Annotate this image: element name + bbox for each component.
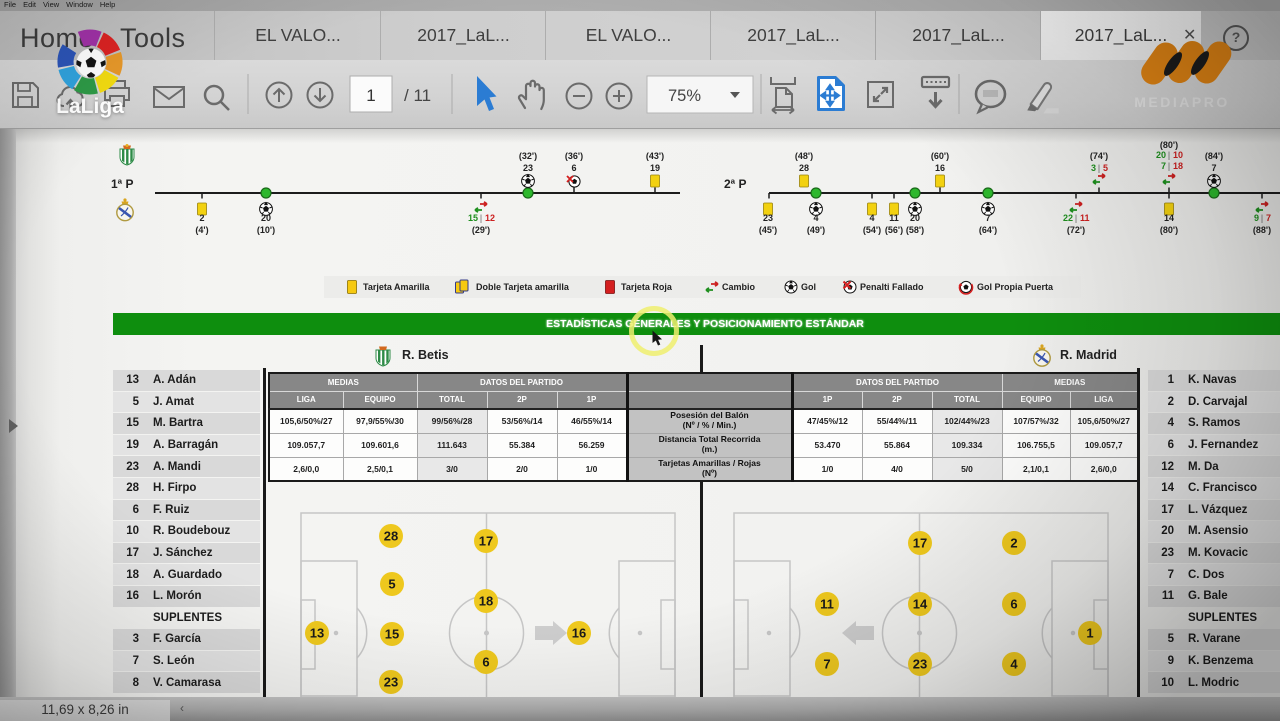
svg-text:2: 2 <box>1010 536 1017 551</box>
svg-text:7: 7 <box>1211 163 1216 173</box>
svg-text:17: 17 <box>479 534 493 549</box>
svg-text:7: 7 <box>985 213 990 223</box>
svg-text:4: 4 <box>1010 657 1018 672</box>
svg-text:2: 2 <box>199 213 204 223</box>
svg-text:|: | <box>1168 161 1171 171</box>
svg-text:23: 23 <box>913 657 927 672</box>
svg-text:22: 22 <box>1063 213 1073 223</box>
svg-text:20: 20 <box>1156 150 1166 160</box>
svg-text:4: 4 <box>869 213 874 223</box>
svg-text:(43'): (43') <box>646 151 664 161</box>
svg-text:2ª P: 2ª P <box>724 177 746 191</box>
svg-text:15: 15 <box>385 627 399 642</box>
svg-text:LaLiga: LaLiga <box>56 95 124 118</box>
svg-text:23: 23 <box>523 163 533 173</box>
svg-text:(60'): (60') <box>931 151 949 161</box>
svg-text:(64'): (64') <box>979 225 997 235</box>
svg-text:14: 14 <box>1164 213 1174 223</box>
svg-text:18: 18 <box>1173 161 1183 171</box>
svg-text:(49'): (49') <box>807 225 825 235</box>
svg-text:11: 11 <box>889 213 899 223</box>
svg-text:11: 11 <box>1080 213 1090 223</box>
svg-text:5: 5 <box>388 577 395 592</box>
svg-text:1: 1 <box>1086 626 1093 641</box>
svg-text:13: 13 <box>310 626 324 641</box>
svg-text:23: 23 <box>384 675 398 690</box>
svg-text:4: 4 <box>813 213 818 223</box>
svg-text:18: 18 <box>479 594 493 609</box>
svg-text:15: 15 <box>468 213 478 223</box>
svg-text:(4'): (4') <box>195 225 208 235</box>
svg-text:(10'): (10') <box>257 225 275 235</box>
svg-text:|: | <box>1261 213 1264 223</box>
svg-text:MEDIAPRO: MEDIAPRO <box>1134 94 1229 110</box>
svg-text:(36'): (36') <box>565 151 583 161</box>
svg-text:(48'): (48') <box>795 151 813 161</box>
svg-text:(56'): (56') <box>885 225 903 235</box>
svg-text:(58'): (58') <box>906 225 924 235</box>
svg-text:(84'): (84') <box>1205 151 1223 161</box>
svg-text:|: | <box>1075 213 1078 223</box>
svg-text:1ª P: 1ª P <box>111 177 133 191</box>
svg-text:(29'): (29') <box>472 225 490 235</box>
svg-text:16: 16 <box>935 163 945 173</box>
svg-text:7: 7 <box>1161 161 1166 171</box>
svg-text:1: 1 <box>366 86 375 105</box>
svg-text:5: 5 <box>1103 163 1108 173</box>
svg-text:(32'): (32') <box>519 151 537 161</box>
svg-text:12: 12 <box>485 213 495 223</box>
svg-text:20: 20 <box>910 213 920 223</box>
svg-text:9: 9 <box>1254 213 1259 223</box>
svg-text:16: 16 <box>572 626 586 641</box>
svg-text:/ 11: / 11 <box>404 86 431 105</box>
svg-text:75%: 75% <box>668 87 701 105</box>
svg-text:7: 7 <box>823 657 830 672</box>
svg-text:28: 28 <box>799 163 809 173</box>
svg-text:20: 20 <box>261 213 271 223</box>
svg-text:6: 6 <box>482 655 489 670</box>
svg-text:3: 3 <box>1091 163 1096 173</box>
svg-text:6: 6 <box>1010 597 1017 612</box>
svg-text:10: 10 <box>1173 150 1183 160</box>
svg-text:23: 23 <box>763 213 773 223</box>
svg-text:17: 17 <box>913 536 927 551</box>
svg-text:(45'): (45') <box>759 225 777 235</box>
svg-text:7: 7 <box>1266 213 1271 223</box>
svg-text:(54'): (54') <box>863 225 881 235</box>
svg-text:|: | <box>1098 163 1101 173</box>
svg-text:|: | <box>1168 150 1171 160</box>
svg-text:(74'): (74') <box>1090 151 1108 161</box>
svg-text:(88'): (88') <box>1253 225 1271 235</box>
svg-text:28: 28 <box>384 529 398 544</box>
svg-text:(72'): (72') <box>1067 225 1085 235</box>
svg-text:|: | <box>480 213 483 223</box>
svg-text:14: 14 <box>913 597 928 612</box>
svg-text:6: 6 <box>571 163 576 173</box>
svg-text:19: 19 <box>650 163 660 173</box>
svg-text:(80'): (80') <box>1160 225 1178 235</box>
svg-text:(80'): (80') <box>1160 140 1178 150</box>
svg-text:11: 11 <box>820 597 834 612</box>
